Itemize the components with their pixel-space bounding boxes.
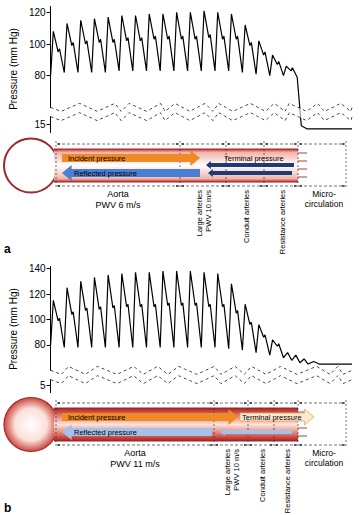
svg-text:100: 100 bbox=[29, 39, 46, 50]
svg-text:b: b bbox=[4, 501, 11, 515]
svg-text:Micro-: Micro- bbox=[312, 189, 336, 199]
svg-text:Reflected pressure: Reflected pressure bbox=[74, 428, 137, 437]
svg-text:Aorta: Aorta bbox=[124, 448, 146, 458]
svg-text:Large arteries: Large arteries bbox=[195, 190, 204, 237]
svg-text:Terminal pressure: Terminal pressure bbox=[224, 154, 284, 163]
svg-text:Incident pressure: Incident pressure bbox=[68, 413, 126, 422]
svg-text:120: 120 bbox=[29, 289, 46, 300]
svg-text:Resistance arteries: Resistance arteries bbox=[283, 449, 292, 513]
svg-text:circulation: circulation bbox=[305, 199, 344, 209]
svg-text:Conduit arteries: Conduit arteries bbox=[242, 190, 251, 243]
svg-text:15: 15 bbox=[34, 119, 46, 130]
svg-text:PWV 11 m/s: PWV 11 m/s bbox=[110, 459, 160, 469]
svg-text:100: 100 bbox=[29, 314, 46, 325]
svg-text:Resistance arteries: Resistance arteries bbox=[278, 190, 287, 254]
svg-text:Terminal pressure: Terminal pressure bbox=[242, 413, 302, 422]
svg-text:Reflected pressure: Reflected pressure bbox=[74, 169, 137, 178]
svg-text:circulation: circulation bbox=[305, 458, 344, 468]
svg-text:Pressure (mm Hg): Pressure (mm Hg) bbox=[8, 288, 19, 370]
svg-text:PWV 6 m/s: PWV 6 m/s bbox=[95, 200, 141, 210]
svg-text:Conduit arteries: Conduit arteries bbox=[258, 449, 267, 502]
svg-text:Aorta: Aorta bbox=[107, 189, 129, 199]
svg-text:80: 80 bbox=[34, 70, 46, 81]
svg-text:120: 120 bbox=[29, 7, 46, 18]
svg-text:PWV 10 m/s: PWV 10 m/s bbox=[204, 190, 213, 232]
svg-text:140: 140 bbox=[29, 263, 46, 274]
svg-text:a: a bbox=[4, 242, 11, 256]
svg-text:Incident pressure: Incident pressure bbox=[68, 154, 126, 163]
svg-text:PWV 10 m/s: PWV 10 m/s bbox=[232, 449, 241, 491]
svg-text:5: 5 bbox=[40, 380, 46, 391]
svg-text:80: 80 bbox=[34, 339, 46, 350]
svg-text:Micro-: Micro- bbox=[312, 448, 336, 458]
svg-text:Pressure (mm Hg): Pressure (mm Hg) bbox=[8, 28, 19, 110]
svg-text:Large arteries: Large arteries bbox=[223, 449, 232, 496]
